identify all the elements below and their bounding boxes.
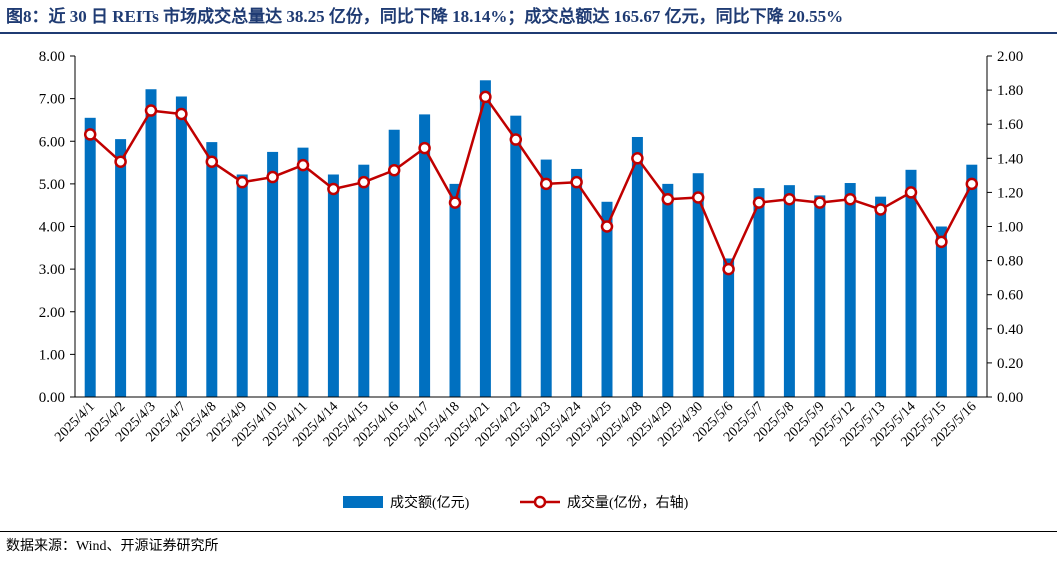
volume-point [874, 203, 887, 216]
volume-point [935, 235, 948, 249]
left-tick-label: 8.00 [39, 49, 65, 65]
amount-bar [449, 183, 461, 397]
volume-point [570, 175, 583, 189]
volume-point [843, 192, 857, 206]
amount-bar [388, 129, 400, 397]
amount-bar [692, 173, 704, 397]
right-tick-label: 1.80 [997, 83, 1023, 99]
volume-point [479, 90, 492, 104]
amount-bar [631, 136, 643, 398]
amount-bar [844, 183, 856, 397]
volume-point [387, 163, 401, 177]
right-tick-label: 0.60 [997, 288, 1023, 304]
amount-bar [175, 96, 187, 398]
legend: 成交额(亿元) 成交量(亿份，右轴) [343, 494, 689, 511]
legend-bar-swatch [343, 496, 383, 508]
amount-bar [297, 147, 309, 397]
amount-bar [267, 151, 279, 397]
amount-bar [662, 183, 674, 397]
volume-point [327, 182, 340, 196]
volume-point [448, 196, 462, 209]
amount-bar [935, 226, 947, 397]
volume-point [418, 141, 431, 155]
left-y-axis: 0.00 1.00 2.00 3.00 4.00 5.00 6.00 7.00 8.00 [39, 49, 76, 406]
volume-point [783, 192, 796, 206]
volume-point [144, 104, 158, 117]
volume-point [235, 175, 249, 189]
amount-bar [236, 174, 248, 397]
left-tick-label: 3.00 [39, 262, 65, 278]
volume-point [752, 196, 766, 209]
amount-bar [875, 196, 887, 397]
amount-bar [419, 114, 431, 398]
right-tick-label: 1.00 [997, 220, 1023, 236]
legend-line-marker [533, 495, 547, 509]
right-tick-label: 1.20 [997, 185, 1023, 201]
volume-point [539, 177, 553, 191]
volume-point [266, 170, 279, 184]
combo-chart: 0.00 1.00 2.00 3.00 4.00 5.00 6.00 7.00 8.00 0.0… [39, 49, 1024, 511]
volume-point [722, 262, 735, 276]
volume-point [813, 196, 827, 209]
right-tick-label: 0.00 [997, 390, 1023, 406]
x-axis: 2025/4/12025/4/22025/4/32025/4/72025/4/8… [52, 396, 987, 450]
left-tick-label: 2.00 [39, 305, 65, 321]
volume-line-path [89, 95, 973, 271]
source-divider [0, 531, 1057, 532]
volume-point [83, 128, 97, 141]
source-note: 数据来源：Wind、开源证券研究所 [6, 539, 219, 554]
volume-point [205, 155, 219, 168]
legend-line-label: 成交量(亿份，右轴) [567, 494, 689, 511]
amount-bar [966, 164, 978, 397]
left-tick-label: 5.00 [39, 177, 65, 193]
right-tick-label: 0.40 [997, 322, 1023, 338]
amount-bar [753, 188, 765, 397]
volume-point [631, 152, 644, 165]
amount-bar [327, 174, 339, 397]
volume-point [296, 158, 310, 172]
volume-point [600, 220, 614, 233]
amount-bar [905, 169, 917, 397]
amount-bar [814, 195, 826, 397]
amount-bar [723, 258, 735, 397]
amount-bar [783, 185, 795, 397]
amount-bars [84, 80, 978, 398]
left-tick-label: 6.00 [39, 134, 65, 150]
amount-bar [358, 164, 370, 397]
chart-title: 图8：近 30 日 REITs 市场成交总量达 38.25 亿份，同比下降 18… [6, 7, 844, 26]
volume-line [83, 90, 979, 276]
left-tick-label: 0.00 [39, 390, 65, 406]
volume-point [904, 186, 918, 199]
right-tick-label: 1.40 [997, 151, 1023, 167]
amount-bar [115, 139, 127, 397]
right-tick-label: 2.00 [997, 49, 1023, 65]
amount-bar [601, 201, 613, 397]
volume-point [509, 133, 523, 146]
volume-point [357, 175, 371, 189]
right-tick-label: 0.80 [997, 254, 1023, 270]
amount-bar [479, 80, 491, 397]
right-tick-label: 1.60 [997, 117, 1023, 133]
left-tick-label: 7.00 [39, 92, 65, 108]
amount-bar [206, 142, 218, 397]
amount-bar [145, 89, 157, 397]
left-tick-label: 1.00 [39, 347, 65, 363]
volume-point [691, 191, 705, 204]
volume-point [175, 107, 188, 121]
amount-bar [571, 168, 583, 397]
amount-bar [84, 117, 96, 398]
title-divider [0, 32, 1057, 34]
volume-point [661, 192, 675, 206]
right-tick-label: 0.20 [997, 356, 1023, 372]
amount-bar [540, 159, 552, 397]
amount-bar [510, 115, 522, 398]
legend-bar-label: 成交额(亿元) [390, 494, 470, 511]
volume-point [965, 177, 979, 191]
volume-point [114, 155, 127, 168]
left-tick-label: 4.00 [39, 220, 65, 236]
right-y-axis: 0.00 0.20 0.40 0.60 0.80 1.00 1.20 1.40 1.60 1.80… [986, 49, 1023, 406]
